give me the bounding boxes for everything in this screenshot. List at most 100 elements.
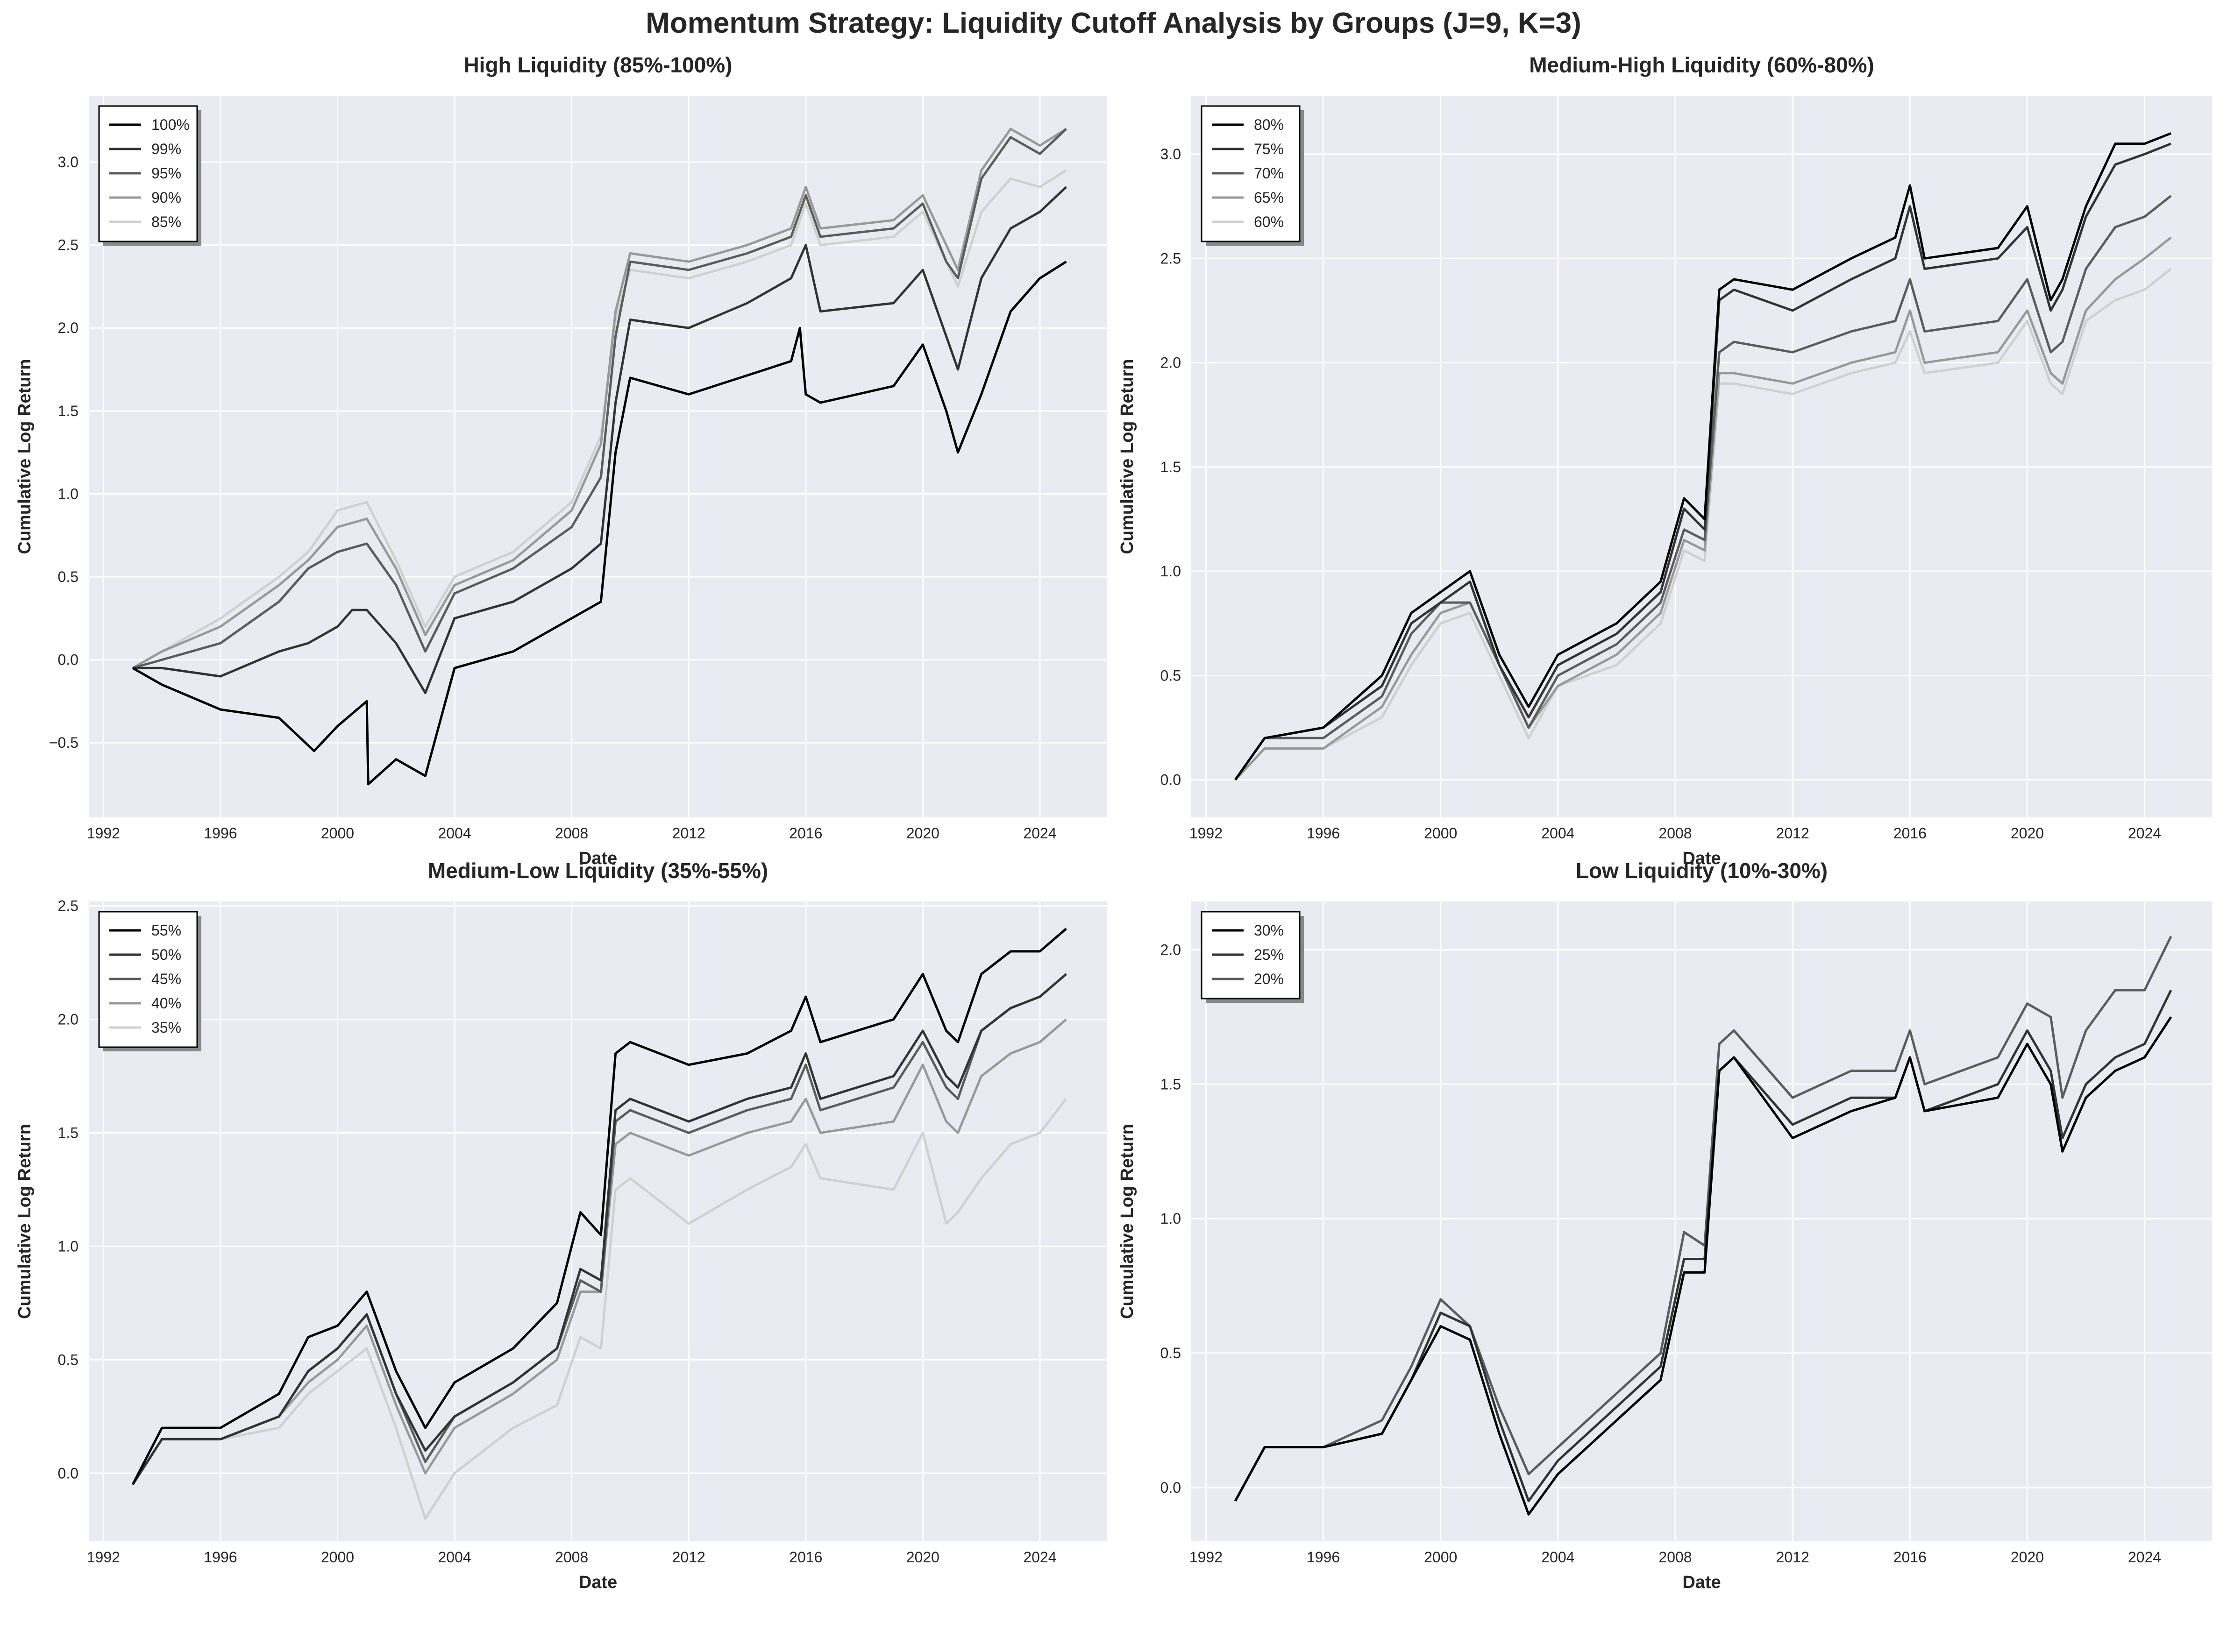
legend-label: 30%	[1254, 922, 1284, 939]
y-tick-label: 0.5	[58, 568, 78, 585]
y-tick-label: 2.5	[58, 237, 78, 254]
x-tick-label: 2004	[438, 825, 471, 842]
legend-label: 40%	[151, 995, 181, 1012]
chart-panel-low-liquidity: Low Liquidity (10%-30%) 1992 1996 2000 2004 2…	[1117, 858, 2212, 1592]
x-tick-label: 2024	[2128, 825, 2161, 842]
plot-area	[1191, 96, 2212, 817]
x-tick-label: 1996	[1307, 1549, 1340, 1566]
x-tick-label: 2008	[1658, 825, 1692, 842]
figure-title: Momentum Strategy: Liquidity Cutoff Anal…	[646, 7, 1581, 39]
legend-label: 20%	[1254, 971, 1284, 987]
y-tick-label: 0.0	[1160, 1479, 1181, 1496]
series-line-80pct	[1234, 132, 2172, 781]
x-tick-label: 2016	[789, 825, 822, 842]
x-tick-label: 2020	[2011, 825, 2044, 842]
x-axis-label: Date	[579, 1573, 617, 1592]
x-tick-label: 2004	[438, 1549, 471, 1566]
y-tick-label: 0.5	[58, 1351, 78, 1368]
plot-area	[1191, 901, 2212, 1541]
x-tick-label: 2020	[2011, 1549, 2044, 1566]
y-tick-label: −0.5	[49, 734, 78, 751]
legend-label: 85%	[151, 213, 181, 230]
x-tick-label: 1992	[1189, 1549, 1223, 1566]
x-tick-label: 1992	[87, 825, 120, 842]
series-line-90pct	[132, 128, 1067, 669]
panel-title: High Liquidity (85%-100%)	[463, 53, 732, 77]
x-axis-label: Date	[579, 849, 617, 868]
chart-panel-medium-high-liquidity: Medium-High Liquidity (60%-80%) 1992 1996 2…	[1117, 53, 2212, 868]
legend-label: 55%	[151, 922, 181, 939]
y-tick-label: 1.5	[1160, 459, 1181, 475]
legend-label: 50%	[151, 946, 181, 963]
panel-title: Medium-Low Liquidity (35%-55%)	[428, 858, 768, 883]
legend-label: 70%	[1254, 165, 1284, 182]
x-tick-label: 1996	[204, 1549, 237, 1566]
x-tick-label: 2004	[1541, 825, 1574, 842]
series-line-70pct	[1234, 195, 2172, 781]
legend-label: 25%	[1254, 946, 1284, 963]
y-tick-label: 2.0	[58, 1011, 78, 1028]
x-tick-label: 2016	[1893, 1549, 1927, 1566]
x-tick-label: 2020	[906, 1549, 939, 1566]
y-tick-label: 3.0	[1160, 146, 1181, 163]
y-tick-label: 1.0	[58, 1238, 78, 1255]
y-axis-label: Cumulative Log Return	[15, 1124, 35, 1319]
series-group	[131, 928, 1067, 1520]
x-tick-label: 2024	[1023, 1549, 1056, 1566]
x-tick-label: 2024	[1023, 825, 1056, 842]
legend-label: 90%	[151, 189, 181, 206]
y-tick-label: 2.0	[1160, 942, 1181, 958]
x-tick-label: 2024	[2128, 1549, 2161, 1566]
legend-label: 80%	[1254, 116, 1284, 133]
x-tick-label: 2012	[1776, 1549, 1809, 1566]
series-line-65pct	[1234, 236, 2172, 781]
series-group	[1234, 936, 2172, 1516]
x-tick-label: 1996	[204, 825, 237, 842]
x-tick-label: 2012	[672, 825, 705, 842]
legend-label: 60%	[1254, 213, 1284, 230]
legend-label: 65%	[1254, 189, 1284, 206]
x-tick-label: 2000	[321, 825, 354, 842]
series-line-40pct	[131, 1018, 1067, 1485]
x-axis-label: Date	[1682, 849, 1721, 868]
y-axis-label: Cumulative Log Return	[15, 359, 35, 554]
y-tick-label: 3.0	[58, 154, 78, 170]
y-tick-label: 1.0	[1160, 563, 1181, 580]
chart-panel-high-liquidity: High Liquidity (85%-100%) 1992 1996 2000 200…	[15, 53, 1107, 868]
legend-label: 45%	[151, 971, 181, 987]
y-tick-label: 1.5	[1160, 1076, 1181, 1092]
series-line-30pct	[1234, 1016, 2172, 1516]
legend-label: 95%	[151, 165, 181, 182]
y-tick-label: 2.0	[58, 319, 78, 336]
x-tick-label: 2000	[321, 1549, 354, 1566]
chart-panel-medium-low-liquidity: Medium-Low Liquidity (35%-55%) 1992 1996 20…	[15, 858, 1107, 1592]
y-tick-label: 1.5	[58, 403, 78, 419]
legend-label: 100%	[151, 116, 190, 133]
x-tick-label: 2004	[1541, 1549, 1574, 1566]
series-line-95pct	[132, 128, 1067, 669]
x-tick-label: 2000	[1424, 1549, 1457, 1566]
x-tick-label: 2016	[789, 1549, 822, 1566]
x-tick-label: 2008	[555, 825, 588, 842]
y-tick-label: 1.0	[1160, 1210, 1181, 1227]
x-tick-label: 2008	[1658, 1549, 1692, 1566]
x-tick-label: 1992	[1189, 825, 1223, 842]
y-tick-label: 1.5	[58, 1125, 78, 1142]
y-tick-label: 0.0	[1160, 772, 1181, 788]
plot-area	[89, 901, 1107, 1541]
y-tick-label: 2.5	[1160, 250, 1181, 267]
x-tick-label: 2012	[1776, 825, 1809, 842]
series-line-100pct	[132, 261, 1067, 786]
series-line-50pct	[131, 973, 1067, 1485]
y-tick-label: 0.0	[58, 1465, 78, 1482]
x-tick-label: 2008	[555, 1549, 588, 1566]
panel-title: Low Liquidity (10%-30%)	[1576, 858, 1828, 883]
y-tick-label: 1.0	[58, 485, 78, 502]
y-axis-label: Cumulative Log Return	[1117, 1124, 1137, 1319]
x-axis-label: Date	[1682, 1573, 1721, 1592]
plot-area	[89, 96, 1107, 817]
x-tick-label: 2020	[906, 825, 939, 842]
legend-label: 99%	[151, 141, 181, 157]
y-tick-label: 2.0	[1160, 355, 1181, 371]
y-tick-label: 2.5	[58, 898, 78, 915]
